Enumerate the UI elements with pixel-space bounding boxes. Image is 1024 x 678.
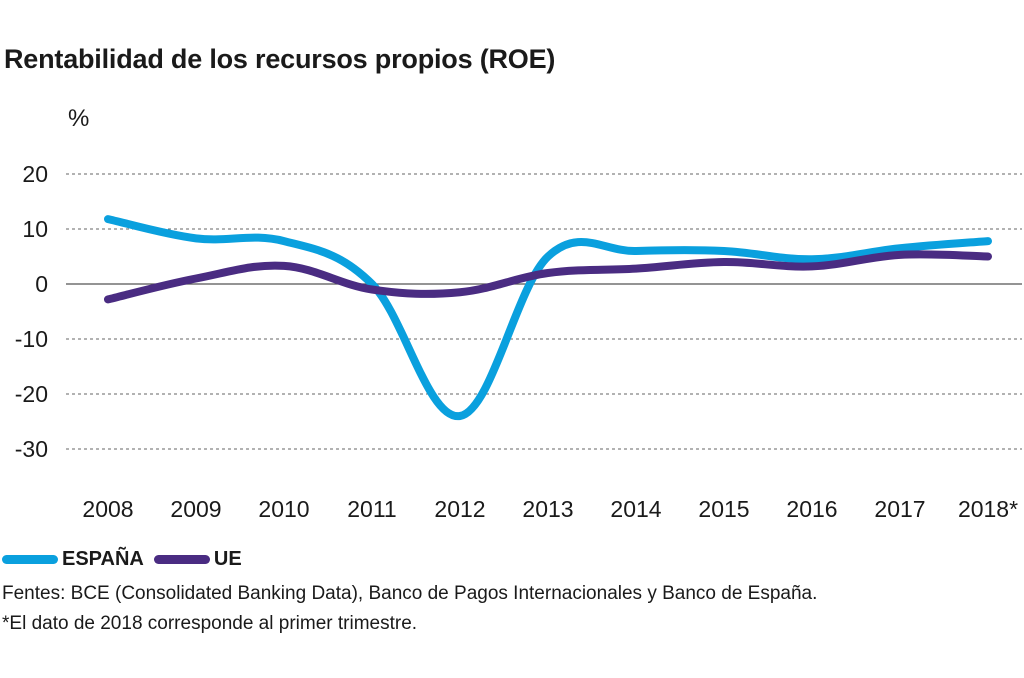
y-tick-label: 0 bbox=[35, 271, 48, 297]
x-tick-label: 2008 bbox=[82, 496, 133, 522]
x-tick-label: 2015 bbox=[698, 496, 749, 522]
series-line-espana bbox=[104, 215, 992, 420]
x-tick-label: 2010 bbox=[258, 496, 309, 522]
source-notes: Fentes: BCE (Consolidated Banking Data),… bbox=[2, 579, 817, 639]
y-tick-labels: 20 10 0 -10 -20 -30 bbox=[15, 161, 48, 462]
legend-label-espana: ESPAÑA bbox=[62, 548, 144, 570]
x-tick-label: 2012 bbox=[434, 496, 485, 522]
y-axis-unit-label: % bbox=[68, 105, 90, 132]
chart-title: Rentabilidad de los recursos propios (RO… bbox=[4, 44, 556, 74]
x-tick-label: 2018* bbox=[958, 496, 1018, 522]
y-tick-label: -20 bbox=[15, 381, 48, 407]
x-tick-label: 2017 bbox=[874, 496, 925, 522]
y-tick-label: 20 bbox=[22, 161, 48, 187]
y-tick-label: 10 bbox=[22, 216, 48, 242]
legend-swatch-espana bbox=[2, 555, 58, 564]
legend-label-ue: UE bbox=[213, 548, 242, 570]
source-note: Fentes: BCE (Consolidated Banking Data),… bbox=[2, 583, 818, 604]
x-tick-label: 2011 bbox=[347, 496, 396, 522]
series-lines bbox=[104, 215, 992, 420]
x-tick-label: 2013 bbox=[522, 496, 573, 522]
footnote: *El dato de 2018 corresponde al primer t… bbox=[2, 613, 418, 634]
gridlines bbox=[66, 173, 1022, 450]
x-tick-label: 2016 bbox=[786, 496, 837, 522]
x-tick-labels: 2008 2009 2010 2011 2012 2013 2014 2015 2016 2017… bbox=[82, 496, 1018, 522]
legend: ESPAÑA UE bbox=[2, 548, 252, 571]
x-tick-label: 2009 bbox=[170, 496, 221, 522]
y-tick-label: -10 bbox=[15, 326, 48, 352]
y-tick-label: -30 bbox=[15, 436, 48, 462]
legend-swatch-ue bbox=[153, 555, 210, 564]
legend-item-espana: ESPAÑA bbox=[2, 548, 144, 571]
legend-item-ue: UE bbox=[153, 548, 242, 571]
x-tick-label: 2014 bbox=[610, 496, 661, 522]
